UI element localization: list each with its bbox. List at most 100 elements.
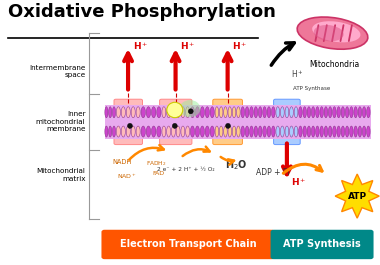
Ellipse shape — [303, 107, 306, 118]
Ellipse shape — [176, 126, 180, 137]
Bar — [162, 105, 190, 139]
Bar — [215, 105, 241, 139]
Ellipse shape — [136, 126, 140, 137]
Ellipse shape — [109, 126, 112, 137]
Text: ATP Synthesis: ATP Synthesis — [283, 240, 361, 249]
Ellipse shape — [358, 107, 362, 118]
Ellipse shape — [250, 107, 253, 118]
Ellipse shape — [167, 126, 171, 137]
Ellipse shape — [272, 126, 275, 137]
Ellipse shape — [332, 107, 336, 118]
Text: H$_2$O: H$_2$O — [225, 158, 248, 172]
Text: Intermembrane
space: Intermembrane space — [29, 65, 86, 78]
Ellipse shape — [316, 107, 319, 118]
Ellipse shape — [105, 126, 108, 137]
Ellipse shape — [285, 126, 289, 137]
Text: NADH: NADH — [112, 159, 131, 165]
Ellipse shape — [121, 126, 125, 137]
Ellipse shape — [254, 126, 258, 137]
Ellipse shape — [280, 126, 284, 137]
Ellipse shape — [258, 107, 262, 118]
Ellipse shape — [205, 126, 209, 137]
Text: FAD: FAD — [152, 171, 164, 176]
Ellipse shape — [316, 126, 319, 137]
Ellipse shape — [167, 107, 171, 118]
Ellipse shape — [157, 126, 161, 137]
Ellipse shape — [241, 126, 244, 137]
Bar — [141, 105, 162, 139]
Text: H$^+$: H$^+$ — [291, 68, 304, 80]
Ellipse shape — [116, 126, 120, 137]
Ellipse shape — [121, 107, 125, 118]
Ellipse shape — [245, 126, 249, 137]
Ellipse shape — [190, 107, 195, 118]
Ellipse shape — [294, 126, 298, 137]
Bar — [276, 105, 298, 139]
Ellipse shape — [171, 107, 175, 118]
Ellipse shape — [186, 107, 190, 118]
Ellipse shape — [250, 126, 253, 137]
Ellipse shape — [141, 126, 145, 137]
Text: NAD$^+$: NAD$^+$ — [117, 173, 137, 181]
Ellipse shape — [210, 126, 214, 137]
Ellipse shape — [181, 107, 185, 118]
Ellipse shape — [126, 107, 130, 118]
Ellipse shape — [276, 107, 280, 118]
Ellipse shape — [173, 123, 177, 129]
Text: Inner
mitochondrial
membrane: Inner mitochondrial membrane — [36, 111, 86, 132]
Ellipse shape — [245, 107, 249, 118]
Ellipse shape — [363, 126, 366, 137]
Ellipse shape — [195, 126, 200, 137]
Ellipse shape — [341, 107, 345, 118]
Ellipse shape — [112, 126, 116, 137]
Ellipse shape — [167, 102, 183, 118]
Ellipse shape — [228, 126, 231, 137]
Text: ATP Synthase: ATP Synthase — [293, 86, 330, 91]
Bar — [298, 105, 370, 139]
Ellipse shape — [267, 107, 271, 118]
Ellipse shape — [358, 126, 362, 137]
Ellipse shape — [109, 107, 112, 118]
Text: H$^+$: H$^+$ — [133, 40, 148, 52]
Ellipse shape — [219, 107, 223, 118]
Ellipse shape — [232, 126, 236, 137]
Text: Mitochondria: Mitochondria — [309, 60, 359, 69]
Text: Electron Transport Chain: Electron Transport Chain — [120, 240, 256, 249]
Ellipse shape — [176, 107, 180, 118]
Ellipse shape — [297, 17, 368, 49]
Ellipse shape — [324, 107, 328, 118]
Ellipse shape — [314, 25, 344, 41]
Ellipse shape — [341, 126, 345, 137]
Ellipse shape — [188, 109, 193, 114]
Ellipse shape — [128, 123, 133, 129]
Ellipse shape — [307, 107, 311, 118]
Ellipse shape — [276, 126, 280, 137]
Ellipse shape — [363, 107, 366, 118]
Text: 2 e⁻ + 2 H⁺ + ½ O₂: 2 e⁻ + 2 H⁺ + ½ O₂ — [157, 167, 215, 172]
Ellipse shape — [337, 107, 340, 118]
Ellipse shape — [181, 126, 185, 137]
Ellipse shape — [312, 107, 315, 118]
Ellipse shape — [328, 107, 332, 118]
Bar — [241, 105, 276, 139]
Ellipse shape — [186, 126, 190, 137]
Ellipse shape — [350, 107, 353, 118]
Ellipse shape — [171, 126, 175, 137]
Ellipse shape — [131, 107, 135, 118]
Ellipse shape — [303, 126, 306, 137]
Ellipse shape — [228, 107, 231, 118]
Ellipse shape — [350, 126, 353, 137]
Ellipse shape — [105, 107, 108, 118]
Ellipse shape — [307, 126, 311, 137]
Ellipse shape — [210, 107, 214, 118]
Bar — [190, 105, 215, 139]
Ellipse shape — [237, 107, 240, 118]
Bar — [116, 105, 141, 139]
Ellipse shape — [272, 107, 275, 118]
Ellipse shape — [312, 126, 315, 137]
Ellipse shape — [146, 126, 150, 137]
Text: ADP + Pi: ADP + Pi — [256, 169, 290, 178]
Ellipse shape — [285, 107, 289, 118]
Ellipse shape — [299, 126, 302, 137]
Text: H$^+$: H$^+$ — [232, 40, 248, 52]
